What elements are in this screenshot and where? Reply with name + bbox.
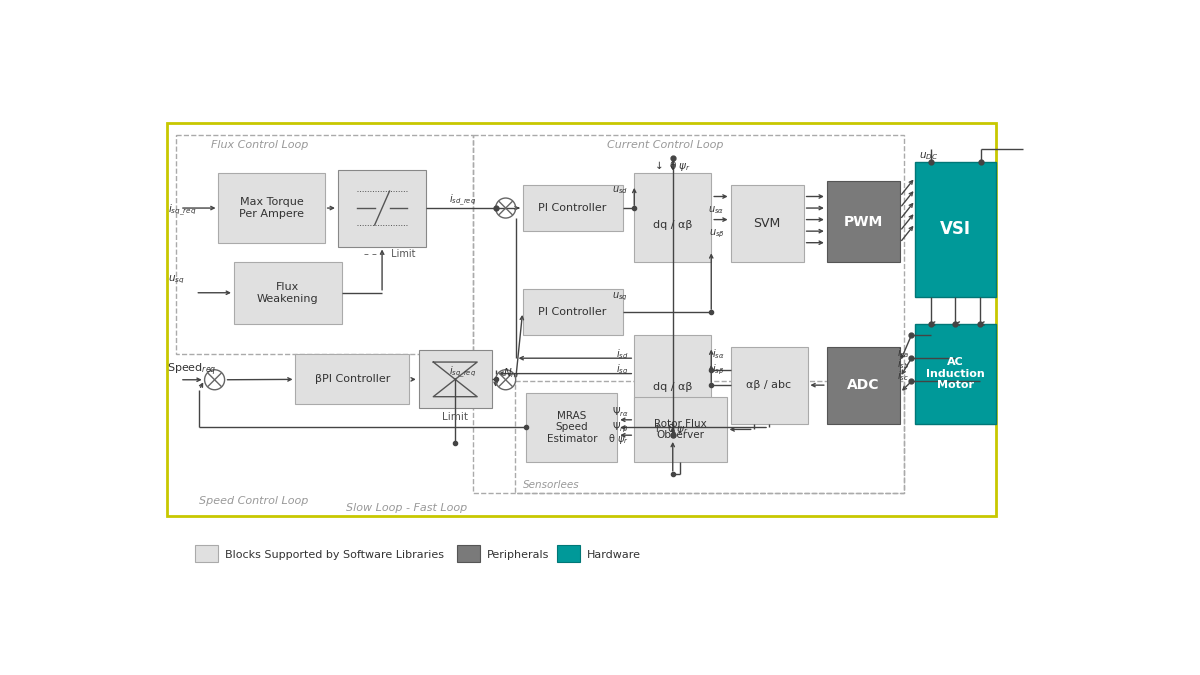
- Text: $i_{sq}$: $i_{sq}$: [616, 362, 628, 377]
- Text: Sensorlees: Sensorlees: [523, 480, 580, 490]
- Text: $u_{sq}$: $u_{sq}$: [612, 290, 628, 303]
- Text: $i_{s\alpha}$: $i_{s\alpha}$: [712, 348, 725, 361]
- Text: – – –  Limit: – – – Limit: [364, 249, 415, 259]
- Bar: [916, 162, 996, 296]
- Text: ↑  θ $\psi_r$: ↑ θ $\psi_r$: [652, 422, 689, 436]
- Bar: [916, 323, 996, 424]
- Text: θ $\psi_r$: θ $\psi_r$: [608, 432, 629, 446]
- Text: Rotor Flux
Observer: Rotor Flux Observer: [654, 418, 707, 440]
- Text: Blocks Supported by Software Libraries: Blocks Supported by Software Libraries: [224, 549, 444, 560]
- Text: $\Psi_{r\beta}$: $\Psi_{r\beta}$: [612, 421, 629, 435]
- Text: $N_m$: $N_m$: [503, 367, 520, 381]
- Text: VSI: VSI: [941, 220, 971, 238]
- Text: $u_{DC}$: $u_{DC}$: [919, 150, 938, 161]
- Bar: [523, 289, 623, 335]
- Text: $i_{sd\_req}$: $i_{sd\_req}$: [449, 193, 476, 208]
- Text: $u_{sq}$: $u_{sq}$: [168, 273, 185, 286]
- Text: $u_{s\beta}$: $u_{s\beta}$: [708, 227, 725, 240]
- Text: Speed Control Loop: Speed Control Loop: [199, 495, 308, 506]
- Text: PI Controller: PI Controller: [539, 203, 607, 213]
- Bar: [557, 545, 581, 562]
- Text: $u_{s\alpha}$: $u_{s\alpha}$: [708, 205, 725, 216]
- Text: $i_{s\beta}$: $i_{s\beta}$: [712, 362, 725, 377]
- Text: Hardware: Hardware: [587, 549, 641, 560]
- Text: $i_{sq\_req}$: $i_{sq\_req}$: [449, 364, 476, 379]
- Bar: [635, 335, 712, 424]
- Bar: [218, 173, 325, 243]
- Bar: [827, 347, 900, 424]
- Text: $i_{sb}$: $i_{sb}$: [896, 358, 910, 371]
- Text: PWM: PWM: [844, 215, 883, 229]
- Bar: [167, 124, 996, 516]
- Text: $i_{sc}$: $i_{sc}$: [898, 369, 910, 383]
- Text: SVM: SVM: [754, 217, 781, 230]
- Bar: [515, 381, 904, 493]
- Text: dq / αβ: dq / αβ: [653, 382, 692, 392]
- Text: Flux Control Loop: Flux Control Loop: [211, 140, 308, 150]
- Text: Flux
Weakening: Flux Weakening: [257, 282, 318, 304]
- Text: $i_{sq\_req}$: $i_{sq\_req}$: [168, 202, 197, 218]
- Text: dq / αβ: dq / αβ: [653, 220, 692, 230]
- Text: $u_{sd}$: $u_{sd}$: [612, 184, 628, 196]
- Text: αβ / abc: αβ / abc: [746, 380, 792, 390]
- Text: Max Torque
Per Ampere: Max Torque Per Ampere: [239, 197, 304, 219]
- Bar: [176, 135, 473, 354]
- Text: ADC: ADC: [847, 378, 880, 392]
- Bar: [731, 347, 808, 424]
- Bar: [527, 393, 617, 462]
- Text: Peripherals: Peripherals: [486, 549, 548, 560]
- Bar: [234, 262, 342, 323]
- Bar: [635, 397, 727, 462]
- Bar: [295, 354, 409, 404]
- Bar: [523, 185, 623, 231]
- Bar: [827, 181, 900, 262]
- Bar: [635, 173, 712, 262]
- Text: Limit: Limit: [443, 412, 468, 423]
- Text: Slow Loop - Fast Loop: Slow Loop - Fast Loop: [346, 504, 467, 514]
- Bar: [473, 135, 904, 493]
- Text: ↓  θ $\psi_r$: ↓ θ $\psi_r$: [654, 159, 691, 173]
- Bar: [731, 185, 804, 262]
- Text: $i_{sa}$: $i_{sa}$: [898, 346, 910, 360]
- Text: PI Controller: PI Controller: [539, 307, 607, 317]
- Bar: [338, 169, 426, 246]
- Bar: [196, 545, 218, 562]
- Text: $\Psi_{r\alpha}$: $\Psi_{r\alpha}$: [612, 405, 629, 419]
- Text: MRAS
Speed
Estimator: MRAS Speed Estimator: [547, 411, 598, 444]
- Text: AC
Induction
Motor: AC Induction Motor: [926, 357, 985, 390]
- Text: $i_{sd}$: $i_{sd}$: [616, 348, 628, 361]
- Text: Current Control Loop: Current Control Loop: [607, 140, 724, 150]
- Text: βPI Controller: βPI Controller: [314, 375, 390, 384]
- Text: Speed$_{req}$: Speed$_{req}$: [167, 362, 216, 378]
- Bar: [457, 545, 480, 562]
- Bar: [419, 350, 492, 408]
